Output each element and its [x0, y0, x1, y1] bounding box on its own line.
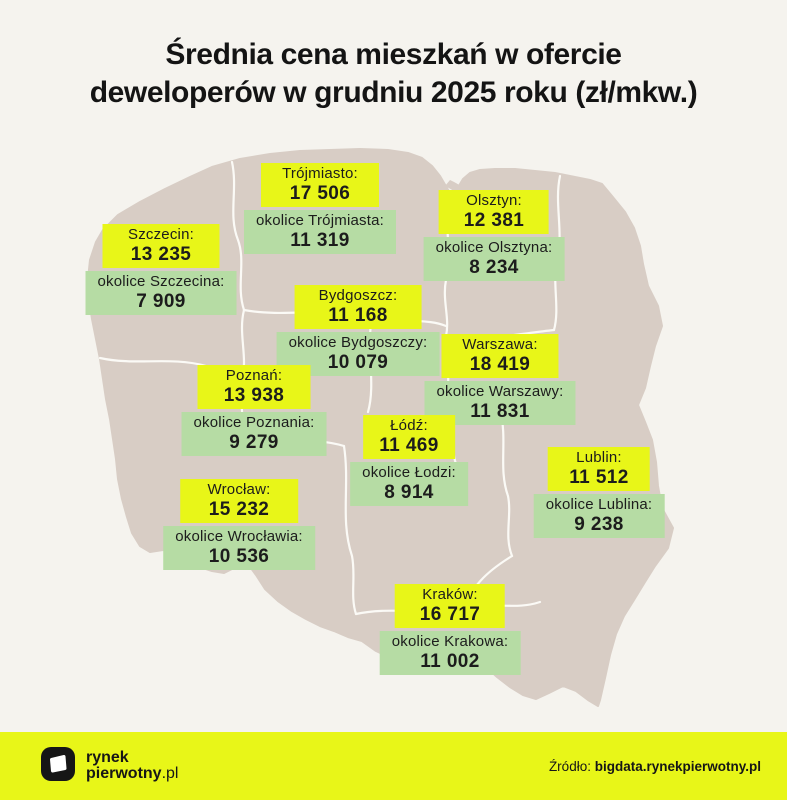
title-line2: deweloperów w grudniu 2025 roku (zł/mkw.… [89, 76, 698, 110]
city-name: Kraków: [422, 586, 478, 603]
area-price: 11 002 [420, 650, 480, 672]
city-price-box: Bydgoszcz: 11 168 [294, 285, 422, 330]
area-price-box: okolice Wrocławia: 10 536 [163, 526, 315, 571]
city-price-label-lublin: Lublin: 11 512 okolice Lublina: 9 238 [533, 447, 665, 539]
city-price: 13 938 [223, 384, 285, 406]
area-price: 11 319 [290, 229, 350, 251]
city-price-box: Trójmiasto: 17 506 [260, 163, 380, 208]
area-price: 7 909 [136, 290, 186, 312]
city-price-label-olsztyn: Olsztyn: 12 381 okolice Olsztyna: 8 234 [423, 190, 565, 282]
city-price: 17 506 [289, 182, 351, 204]
area-price-box: okolice Olsztyna: 8 234 [423, 237, 565, 282]
city-price-label-krakow: Kraków: 16 717 okolice Krakowa: 11 002 [379, 584, 521, 676]
area-name: okolice Trójmiasta: [255, 212, 385, 230]
area-price: 8 914 [384, 481, 434, 503]
brand-logo[interactable]: rynek pierwotny.pl [40, 746, 178, 787]
area-price-box: okolice Poznania: 9 279 [181, 412, 327, 457]
page-title: Średnia cena mieszkań w ofercie dewelope… [0, 0, 787, 113]
area-name: okolice Lublina: [545, 496, 653, 514]
city-price-label-szczecin: Szczecin: 13 235 okolice Szczecina: 7 90… [85, 224, 237, 316]
city-name: Szczecin: [127, 226, 194, 243]
city-price: 13 235 [130, 243, 192, 265]
city-price: 11 469 [379, 434, 439, 456]
city-name: Bydgoszcz: [318, 287, 398, 304]
city-price-box: Olsztyn: 12 381 [439, 190, 549, 235]
city-name: Łódź: [390, 417, 428, 434]
city-price-label-trojmiasto: Trójmiasto: 17 506 okolice Trójmiasta: 1… [243, 163, 397, 255]
city-price-box: Poznań: 13 938 [197, 365, 311, 410]
city-price-label-poznan: Poznań: 13 938 okolice Poznania: 9 279 [181, 365, 327, 457]
city-price-label-wroclaw: Wrocław: 15 232 okolice Wrocławia: 10 53… [163, 479, 315, 571]
footer-bar: rynek pierwotny.pl Źródło: bigdata.rynek… [0, 732, 787, 800]
city-price: 12 381 [463, 209, 525, 231]
city-name: Trójmiasto: [282, 165, 358, 182]
logo-line2: pierwotny.pl [86, 765, 179, 782]
area-price: 8 234 [469, 256, 519, 278]
city-price-label-warszawa: Warszawa: 18 419 okolice Warszawy: 11 83… [424, 334, 576, 426]
city-name: Warszawa: [462, 336, 538, 353]
area-price-box: okolice Lublina: 9 238 [533, 494, 665, 539]
logo-text: rynek pierwotny.pl [86, 750, 178, 782]
city-price-box: Szczecin: 13 235 [102, 224, 220, 269]
title-line1: Średnia cena mieszkań w ofercie [165, 38, 622, 71]
area-name: okolice Poznania: [193, 414, 315, 432]
city-name: Poznań: [225, 367, 283, 384]
area-price: 9 279 [229, 431, 279, 453]
city-price-label-lodz: Łódź: 11 469 okolice Łodzi: 8 914 [350, 415, 468, 507]
city-name: Olsztyn: [466, 192, 522, 209]
city-price-box: Warszawa: 18 419 [441, 334, 559, 379]
source-label: Źródło: [548, 758, 595, 774]
area-price-box: okolice Łodzi: 8 914 [350, 462, 468, 507]
city-price: 16 717 [419, 603, 481, 625]
area-price-box: okolice Krakowa: 11 002 [379, 631, 521, 676]
area-price-box: okolice Bydgoszczy: 10 079 [276, 332, 440, 377]
area-name: okolice Olsztyna: [435, 239, 553, 257]
area-price: 10 079 [327, 351, 389, 373]
area-name: okolice Bydgoszczy: [288, 334, 428, 352]
city-price: 15 232 [208, 498, 270, 520]
city-price-box: Wrocław: 15 232 [179, 479, 299, 524]
city-price-box: Lublin: 11 512 [548, 447, 650, 492]
city-price: 11 168 [328, 304, 388, 326]
area-name: okolice Warszawy: [436, 383, 564, 401]
area-price-box: okolice Szczecina: 7 909 [85, 271, 237, 316]
city-price-box: Łódź: 11 469 [363, 415, 455, 460]
area-price: 10 536 [208, 545, 270, 567]
area-name: okolice Szczecina: [97, 273, 225, 291]
area-name: okolice Łodzi: [362, 464, 456, 482]
area-price: 11 831 [470, 400, 530, 422]
city-name: Lublin: [576, 449, 622, 466]
city-price-box: Kraków: 16 717 [395, 584, 505, 629]
logo-line1: rynek [86, 749, 129, 766]
area-price-box: okolice Trójmiasta: 11 319 [243, 210, 397, 255]
rynekpierwotny-logo-icon [40, 746, 76, 787]
area-name: okolice Krakowa: [391, 633, 509, 651]
city-price: 11 512 [569, 466, 629, 488]
area-price: 9 238 [574, 513, 624, 535]
city-price: 18 419 [469, 353, 531, 375]
city-price-label-bydgoszcz: Bydgoszcz: 11 168 okolice Bydgoszczy: 10… [276, 285, 440, 377]
source-text: Źródło: bigdata.rynekpierwotny.pl [549, 759, 761, 774]
area-name: okolice Wrocławia: [175, 528, 303, 546]
city-name: Wrocław: [207, 481, 271, 498]
source-value: bigdata.rynekpierwotny.pl [594, 758, 761, 774]
